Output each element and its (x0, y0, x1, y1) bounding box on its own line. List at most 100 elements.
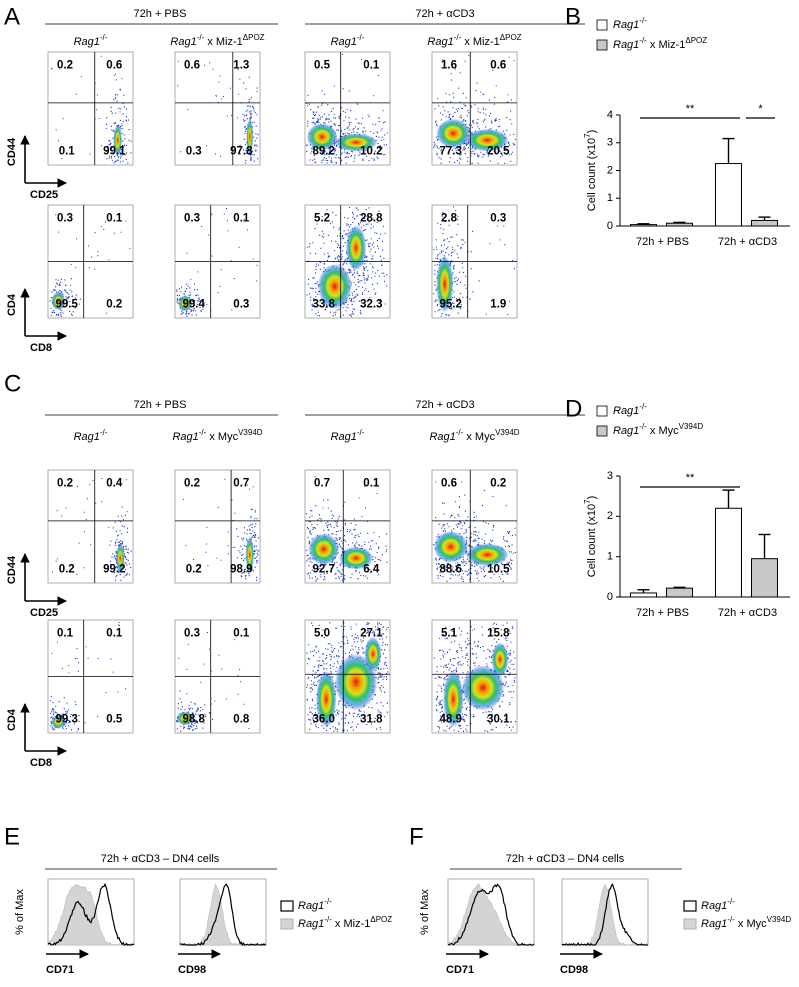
text-part: ) (586, 130, 598, 134)
text-part: x Miz-1 (647, 39, 686, 51)
density (116, 543, 125, 573)
text-part: -/- (324, 915, 332, 924)
legend-swatch (596, 39, 608, 51)
text-part: ΔPOZ (685, 36, 707, 45)
legend-label: Rag1-/- x MycV394D (701, 915, 791, 930)
quadrant-value: 31.8 (360, 713, 383, 725)
text-part: -/- (639, 402, 647, 411)
text-part: 7 (583, 133, 592, 138)
quadrant-value: 99.1 (103, 145, 126, 157)
density (461, 665, 505, 711)
quadrant-value: 0.1 (57, 628, 74, 640)
quadrant-value: 2.8 (441, 213, 458, 225)
legend-label: Rag1-/- (298, 897, 332, 912)
density (176, 711, 194, 726)
text-part: x Myc (463, 431, 495, 443)
text-part: Rag1 (613, 39, 639, 51)
density (466, 543, 509, 567)
quadrant-value: 98.9 (230, 563, 252, 575)
quadrant-value: 99.5 (56, 298, 79, 310)
text-part: Rag1 (298, 918, 324, 930)
quadrant-value: 0.7 (233, 478, 249, 490)
text-part: -/- (357, 33, 365, 42)
plot-frame (174, 51, 261, 166)
histogram-line (561, 883, 648, 946)
density (308, 533, 340, 565)
quadrant-value: 15.8 (487, 628, 510, 640)
legend-swatch (683, 900, 697, 912)
density (245, 537, 255, 572)
density (334, 133, 378, 152)
quadrant-value: 0.3 (57, 213, 73, 225)
panel-title: 72h + αCD3 – DN4 cells (506, 853, 625, 865)
x-axis-label: CD8 (30, 342, 52, 354)
density (316, 670, 337, 728)
text-part: V394D (495, 428, 520, 437)
text-part: x Miz-1 (204, 36, 243, 48)
legend-label: Rag1-/- x Miz-1ΔPOZ (613, 36, 707, 51)
quadrant-value: 0.3 (184, 213, 200, 225)
text-part: ΔPOZ (500, 33, 522, 42)
text-part: 7 (583, 499, 592, 504)
y-tick-label: 1 (607, 551, 613, 563)
text-part: Rag1 (331, 431, 357, 443)
y-tick-label: 4 (607, 109, 613, 121)
legend-label: Rag1-/- x Miz-1ΔPOZ (298, 915, 392, 930)
x-axis-label: CD98 (560, 964, 588, 976)
panel-letter: B (565, 3, 581, 30)
group-title: 72h + αCD3 (415, 8, 474, 20)
panel-letter: D (565, 395, 582, 422)
panel-letter: A (4, 3, 20, 30)
density (491, 642, 509, 677)
legend-swatch (683, 918, 697, 930)
text-part: -/- (100, 33, 108, 42)
text-part: Rag1 (170, 36, 196, 48)
text-part: ΔPOZ (243, 33, 265, 42)
quadrant-value: 0.3 (186, 145, 202, 157)
quadrant-value: 0.3 (490, 213, 506, 225)
column-label: Rag1-/- x Miz-1ΔPOZ (170, 33, 264, 48)
text-part: Rag1 (298, 900, 324, 912)
text-part: ) (586, 496, 598, 500)
quadrant-value: 33.8 (313, 298, 336, 310)
column-label: Rag1-/- (74, 33, 108, 48)
quadrant-value: 0.6 (106, 60, 122, 72)
quadrant-value: 0.1 (106, 628, 123, 640)
text-part: -/- (639, 422, 647, 431)
text-part: x Miz-1 (461, 36, 500, 48)
legend-label: Rag1-/- (701, 897, 735, 912)
text-part: -/- (727, 915, 735, 924)
density (466, 128, 509, 152)
text-part: Rag1 (701, 918, 727, 930)
histogram-line (179, 883, 267, 947)
quadrant-value: 0.1 (59, 145, 76, 157)
quadrant-value: 0.1 (106, 213, 123, 225)
y-axis-label: Cell count (x107) (583, 130, 598, 212)
density (51, 714, 65, 729)
text-part: V394D (238, 428, 263, 437)
density (339, 546, 373, 570)
density (306, 123, 338, 151)
quadrant-value: 0.7 (314, 478, 330, 490)
text-part: -/- (454, 33, 462, 42)
quadrant-value: 0.5 (106, 713, 123, 725)
text-part: ΔPOZ (370, 915, 392, 924)
x-axis-label: CD71 (446, 964, 474, 976)
events (433, 480, 516, 583)
text-part: Cell count (x10 (586, 504, 598, 577)
significance-label: ** (686, 103, 695, 115)
text-part: Rag1 (172, 431, 198, 443)
quadrant-value: 97.8 (230, 145, 253, 157)
x-axis-label: CD8 (30, 757, 52, 769)
text-part: Rag1 (429, 431, 455, 443)
quadrant-value: 0.1 (233, 213, 250, 225)
x-axis-label: CD25 (30, 189, 58, 201)
quadrant-value: 30.1 (487, 713, 510, 725)
density (345, 225, 367, 271)
quadrant-value: 5.0 (314, 628, 330, 640)
y-tick-label: 0 (607, 591, 613, 603)
bar (630, 224, 657, 227)
quadrant-value: 88.6 (440, 563, 462, 575)
text-part: -/- (727, 897, 735, 906)
column-label: Rag1-/- (331, 33, 365, 48)
